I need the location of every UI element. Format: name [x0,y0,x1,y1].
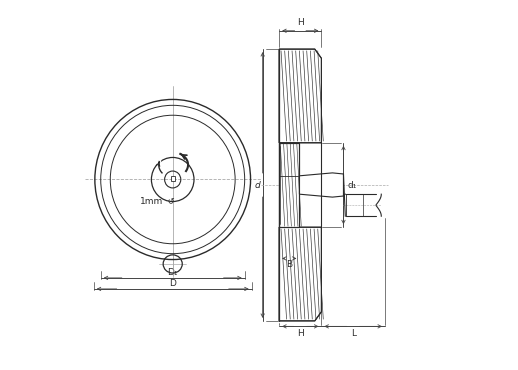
Polygon shape [279,143,299,227]
Polygon shape [279,227,322,321]
Text: 1mm: 1mm [140,197,164,206]
Polygon shape [279,49,322,143]
Text: H: H [297,329,304,338]
Text: d₁: d₁ [347,181,356,189]
Text: ↺: ↺ [165,197,174,206]
Text: L: L [351,329,356,338]
Text: D: D [169,279,176,288]
Text: H: H [297,18,304,27]
Text: B: B [286,260,292,269]
Text: d: d [255,181,261,189]
Polygon shape [299,173,343,197]
Text: D₁: D₁ [167,268,178,277]
Bar [171,176,175,181]
